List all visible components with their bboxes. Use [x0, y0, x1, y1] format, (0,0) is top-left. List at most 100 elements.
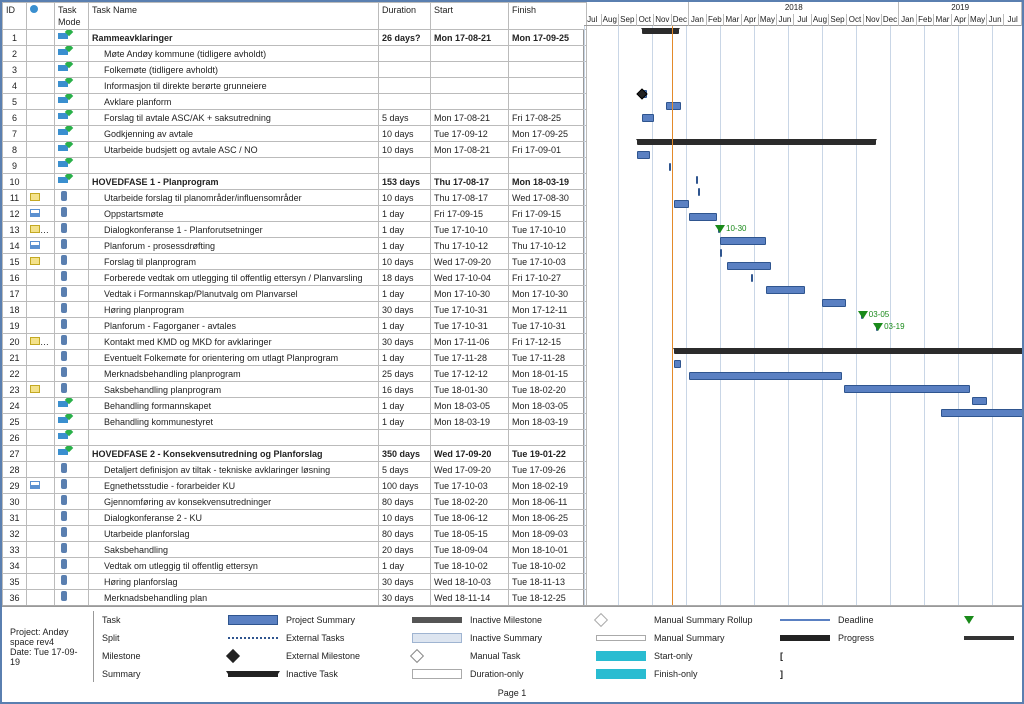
auto-mode-icon	[58, 287, 70, 297]
table-row[interactable]: 28Detaljert definisjon av tiltak - tekni…	[3, 462, 587, 478]
col-duration[interactable]: Duration	[379, 3, 431, 30]
col-task-name[interactable]: Task Name	[89, 3, 379, 30]
table-row[interactable]: 34Vedtak om utleggig til offentlig etter…	[3, 558, 587, 574]
table-row[interactable]: 10HOVEDFASE 1 - Planprogram153 daysThu 1…	[3, 174, 587, 190]
cell-id: 16	[3, 270, 27, 286]
task-bar[interactable]	[642, 114, 654, 122]
cell-start: Tue 18-01-30	[431, 382, 509, 398]
task-bar[interactable]	[696, 176, 698, 184]
task-bar[interactable]	[972, 397, 987, 405]
col-finish[interactable]: Finish	[509, 3, 587, 30]
table-row[interactable]: 1Rammeavklaringer26 days?Mon 17-08-21Mon…	[3, 30, 587, 46]
summary-bar[interactable]	[642, 28, 679, 34]
cell-start: Tue 17-10-31	[431, 318, 509, 334]
table-row[interactable]: 30Gjennomføring av konsekvensutredninger…	[3, 494, 587, 510]
task-bar[interactable]	[941, 409, 1022, 417]
table-row[interactable]: 4Informasjon til direkte berørte grunnei…	[3, 78, 587, 94]
table-row[interactable]: 35Høring planforslag30 daysWed 18-10-03T…	[3, 574, 587, 590]
task-bar[interactable]	[751, 274, 753, 282]
col-indicators[interactable]	[27, 3, 55, 30]
cell-id: 32	[3, 526, 27, 542]
deadline-icon	[715, 225, 725, 233]
cell-name: Eventuelt Folkemøte for orientering om u…	[89, 350, 379, 366]
table-row[interactable]: 23Saksbehandling planprogram16 daysTue 1…	[3, 382, 587, 398]
table-row[interactable]: 6Forslag til avtale ASC/AK + saksutredni…	[3, 110, 587, 126]
cell-mode	[55, 398, 89, 414]
legend-label: Manual Task	[470, 651, 590, 661]
table-row[interactable]: 14Planforum - prosessdrøfting1 dayThu 17…	[3, 238, 587, 254]
task-bar[interactable]	[720, 249, 722, 257]
cell-finish: Mon 18-01-15	[509, 366, 587, 382]
manual-mode-icon	[58, 63, 70, 73]
table-row[interactable]: 27HOVEDFASE 2 - Konsekvensutredning og P…	[3, 446, 587, 462]
table-row[interactable]: 16Forberede vedtak om utlegging til offe…	[3, 270, 587, 286]
task-bar[interactable]	[669, 163, 671, 171]
auto-mode-icon	[58, 335, 70, 345]
project-info: Project: Andøy space rev4 Date: Tue 17-0…	[10, 611, 94, 682]
summary-bar[interactable]	[674, 348, 1022, 354]
cell-name: Forslag til planprogram	[89, 254, 379, 270]
table-row[interactable]: 5Avklare planform	[3, 94, 587, 110]
cell-duration	[379, 46, 431, 62]
cell-name: Gjennomføring av konsekvensutredninger	[89, 494, 379, 510]
table-row[interactable]: 22Merknadsbehandling planprogram25 daysT…	[3, 366, 587, 382]
task-bar[interactable]	[674, 360, 681, 368]
table-row[interactable]: 17Vedtak i Formannskap/Planutvalg om Pla…	[3, 286, 587, 302]
task-bar[interactable]	[822, 299, 846, 307]
task-bar[interactable]	[674, 200, 689, 208]
legend-item: Deadline	[838, 611, 1014, 629]
task-bar[interactable]	[689, 372, 842, 380]
col-task-mode[interactable]: Task Mode	[55, 3, 89, 30]
cell-mode	[55, 238, 89, 254]
cell-id: 18	[3, 302, 27, 318]
table-row[interactable]: 24Behandling formannskapet1 dayMon 18-03…	[3, 398, 587, 414]
table-row[interactable]: 7Godkjenning av avtale10 daysTue 17-09-1…	[3, 126, 587, 142]
table-row[interactable]: 33Saksbehandling20 daysTue 18-09-04Mon 1…	[3, 542, 587, 558]
cell-start: Wed 17-09-20	[431, 462, 509, 478]
table-row[interactable]: 31Dialogkonferanse 2 - KU10 daysTue 18-0…	[3, 510, 587, 526]
table-row[interactable]: 8Utarbeide budsjett og avtale ASC / NO10…	[3, 142, 587, 158]
cell-mode	[55, 334, 89, 350]
cell-id: 3	[3, 62, 27, 78]
task-bar[interactable]	[698, 188, 700, 196]
table-row[interactable]: 13 Dialogkonferanse 1 - Planforutsetning…	[3, 222, 587, 238]
table-row[interactable]: 2Møte Andøy kommune (tidligere avholdt)	[3, 46, 587, 62]
cell-finish: Tue 17-10-10	[509, 222, 587, 238]
table-row[interactable]: 36Merknadsbehandling plan30 daysWed 18-1…	[3, 590, 587, 606]
table-row[interactable]: 32Utarbeide planforslag80 daysTue 18-05-…	[3, 526, 587, 542]
task-bar[interactable]	[766, 286, 805, 294]
table-row[interactable]: 11Utarbeide forslag til planområder/infl…	[3, 190, 587, 206]
cell-id: 34	[3, 558, 27, 574]
cell-start: Tue 17-10-31	[431, 302, 509, 318]
table-row[interactable]: 3Folkemøte (tidligere avholdt)	[3, 62, 587, 78]
table-row[interactable]: 18Høring planprogram30 daysTue 17-10-31M…	[3, 302, 587, 318]
col-id[interactable]: ID	[3, 3, 27, 30]
task-bar[interactable]	[844, 385, 970, 393]
manual-mode-icon	[58, 159, 70, 169]
cell-finish: Mon 17-12-11	[509, 302, 587, 318]
table-row[interactable]: 19Planforum - Fagorganer - avtales1 dayT…	[3, 318, 587, 334]
table-row[interactable]: 12Oppstartsmøte1 dayFri 17-09-15Fri 17-0…	[3, 206, 587, 222]
task-bar[interactable]	[637, 151, 651, 159]
task-bar[interactable]	[727, 262, 771, 270]
cell-name: Informasjon til direkte berørte grunneie…	[89, 78, 379, 94]
task-bar[interactable]	[720, 237, 766, 245]
calendar-icon	[30, 209, 40, 217]
cell-name: Utarbeide budsjett og avtale ASC / NO	[89, 142, 379, 158]
table-row[interactable]: 21Eventuelt Folkemøte for orientering om…	[3, 350, 587, 366]
table-row[interactable]: 26	[3, 430, 587, 446]
table-row[interactable]: 20 Kontakt med KMD og MKD for avklaringe…	[3, 334, 587, 350]
cell-finish: Mon 18-06-25	[509, 510, 587, 526]
cell-id: 29	[3, 478, 27, 494]
cell-finish: Mon 17-09-25	[509, 30, 587, 46]
table-row[interactable]: 29Egnethetsstudie - forarbeider KU100 da…	[3, 478, 587, 494]
table-row[interactable]: 15Forslag til planprogram10 daysWed 17-0…	[3, 254, 587, 270]
year-label: 2019	[899, 2, 1022, 14]
task-bar[interactable]	[689, 213, 716, 221]
col-start[interactable]: Start	[431, 3, 509, 30]
cell-start	[431, 94, 509, 110]
cell-id: 36	[3, 590, 27, 606]
table-row[interactable]: 25Behandling kommunestyret1 dayMon 18-03…	[3, 414, 587, 430]
table-row[interactable]: 9	[3, 158, 587, 174]
deadline-icon	[873, 323, 883, 331]
